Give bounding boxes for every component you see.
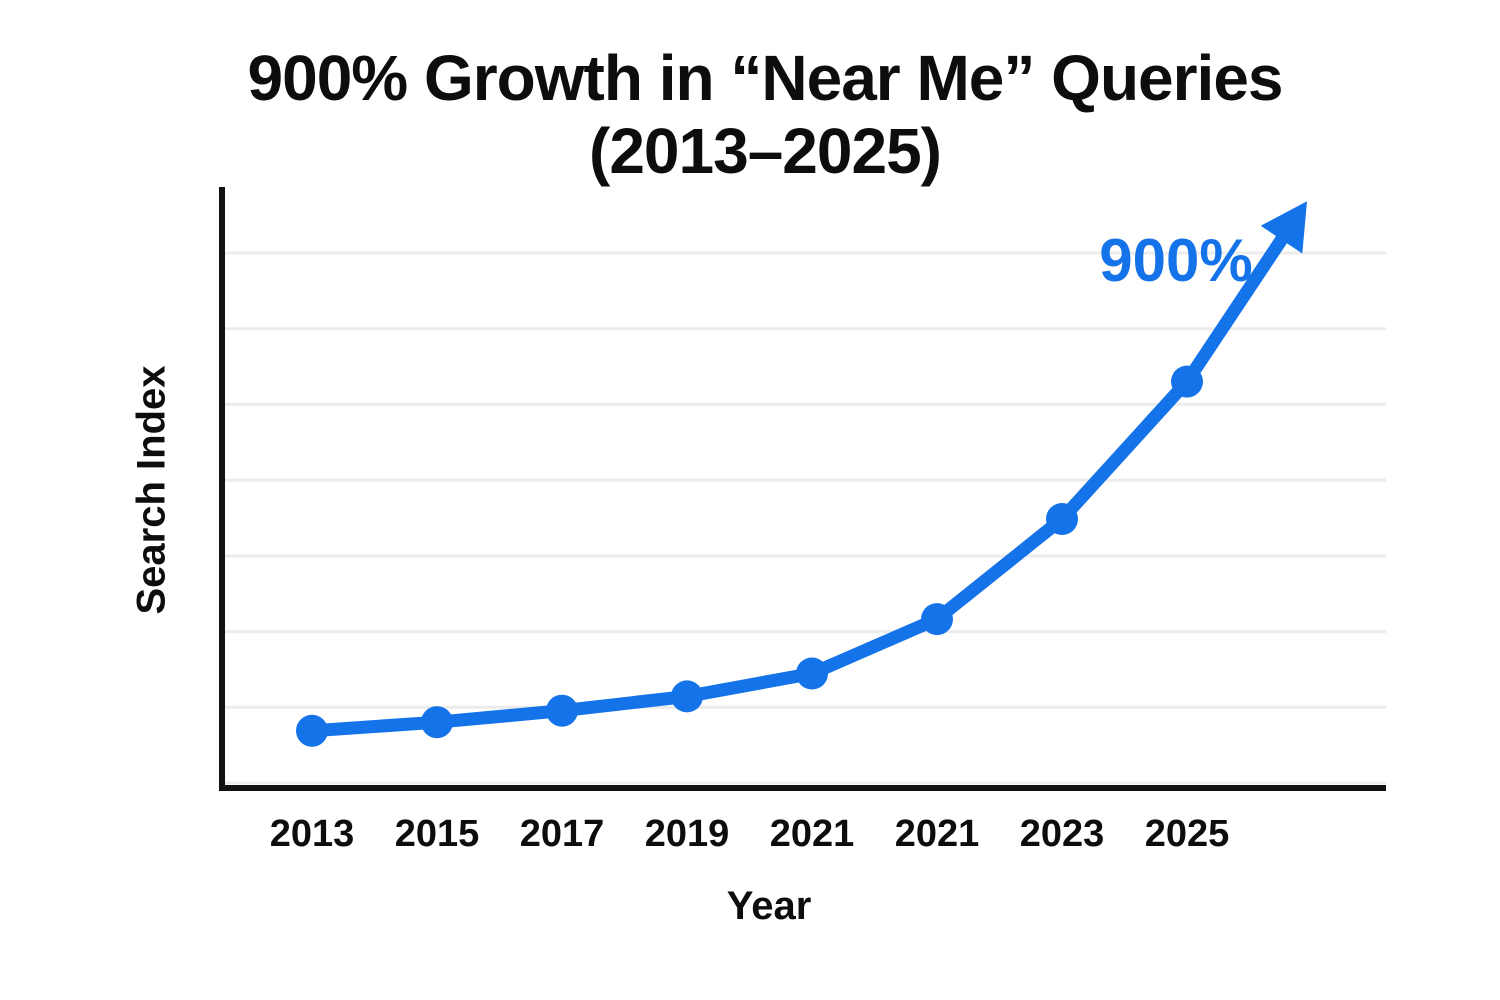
x-tick-label: 2017 (519, 813, 605, 855)
data-point (921, 603, 953, 636)
x-axis-ticks: 2013 2015 2017 2019 2021 2021 2023 2025 (0, 813, 1500, 855)
data-point (796, 657, 828, 690)
chart-title: 900% Growth in “Near Me” Queries (2013–2… (247, 42, 1284, 188)
chart-title-line1: 900% Growth in “Near Me” Queries (247, 42, 1284, 114)
x-axis-label: Year (726, 884, 812, 928)
data-point (1046, 503, 1078, 535)
growth-annotation: 900% (1099, 227, 1253, 294)
axis-lines (219, 187, 1386, 791)
data-point (1171, 365, 1203, 398)
x-tick-label: 2013 (269, 813, 355, 855)
chart-title-line2: (2013–2025) (589, 114, 942, 187)
trend-arrowhead (1260, 201, 1307, 254)
series-line (305, 218, 1298, 738)
x-tick-label: 2023 (1019, 813, 1105, 855)
data-point (671, 680, 703, 713)
x-tick-label: 2015 (394, 813, 480, 855)
data-point (421, 706, 453, 739)
x-tick-label: 2021 (894, 813, 980, 855)
x-tick-label: 2021 (769, 813, 855, 855)
x-tick-label: 2025 (1144, 813, 1230, 855)
data-point (546, 694, 578, 727)
data-point (296, 714, 328, 747)
x-tick-label: 2019 (644, 813, 730, 855)
